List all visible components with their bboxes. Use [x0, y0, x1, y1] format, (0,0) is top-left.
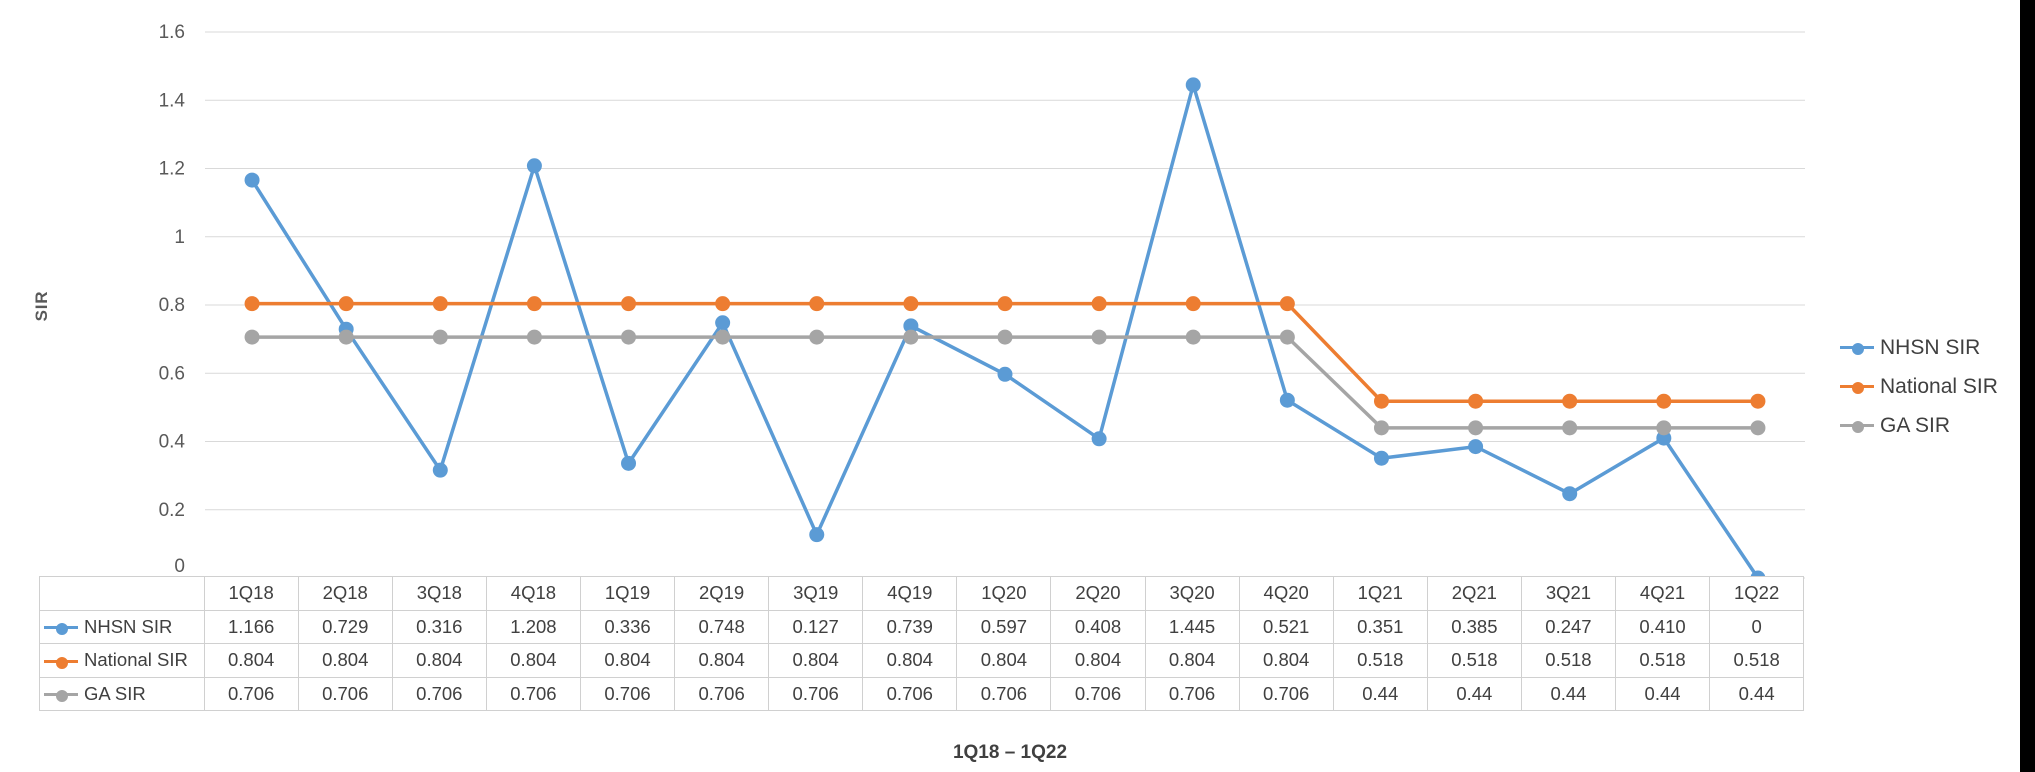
svg-text:0.4: 0.4 — [159, 432, 186, 453]
svg-text:0: 0 — [174, 556, 185, 577]
svg-text:1.4: 1.4 — [159, 90, 186, 111]
svg-text:0.2: 0.2 — [159, 500, 185, 521]
svg-text:1.2: 1.2 — [159, 159, 185, 180]
svg-text:0.6: 0.6 — [159, 363, 185, 384]
svg-text:1.6: 1.6 — [159, 22, 185, 43]
svg-text:1: 1 — [174, 227, 185, 248]
svg-text:0.8: 0.8 — [159, 295, 185, 316]
